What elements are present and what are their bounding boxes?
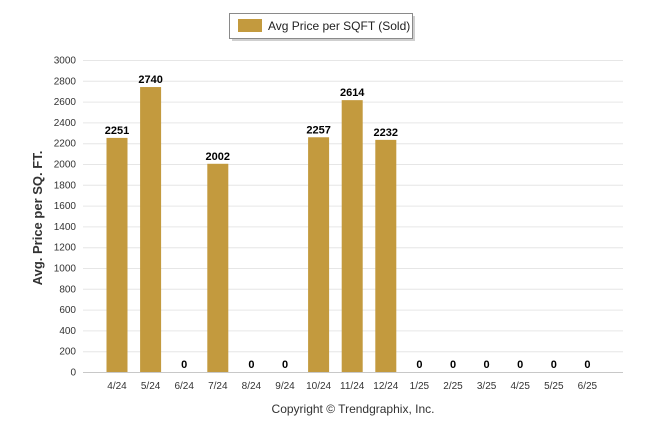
copyright-text: Copyright © Trendgraphix, Inc. (272, 402, 435, 416)
y-tick-label: 600 (59, 305, 76, 316)
x-tick-label: 8/24 (242, 381, 262, 392)
bar (106, 137, 128, 372)
x-tick-label: 1/25 (410, 381, 430, 392)
x-tick-label: 6/24 (174, 381, 194, 392)
y-axis-label: Avg. Price per SQ. FT. (30, 151, 45, 286)
y-tick-label: 3000 (54, 56, 77, 67)
y-tick-label: 0 (70, 368, 76, 379)
y-tick-label: 2400 (54, 118, 77, 129)
data-label: 0 (450, 359, 456, 371)
data-label: 2257 (306, 124, 330, 136)
bar (140, 87, 162, 372)
y-tick-label: 2200 (54, 139, 77, 150)
data-label: 0 (282, 359, 288, 371)
data-label: 0 (551, 359, 557, 371)
y-tick-label: 2000 (54, 160, 77, 171)
bar (375, 139, 397, 372)
x-tick-label: 4/24 (107, 381, 127, 392)
x-tick-label: 5/24 (141, 381, 161, 392)
data-label: 2002 (206, 151, 230, 163)
y-tick-label: 1800 (54, 180, 77, 191)
data-label: 0 (484, 359, 490, 371)
y-tick-label: 800 (59, 284, 76, 295)
y-tick-label: 2600 (54, 97, 77, 108)
data-label: 0 (181, 359, 187, 371)
y-tick-label: 2800 (54, 76, 77, 87)
bar (341, 100, 363, 373)
y-tick-label: 1000 (54, 264, 77, 275)
data-label: 2232 (374, 127, 398, 139)
x-tick-label: 5/25 (544, 381, 564, 392)
x-tick-label: 7/24 (208, 381, 228, 392)
legend-label: Avg Price per SQFT (Sold) (268, 19, 410, 33)
y-axis-ticks: 0 200 400 600 800 1000 1200 1400 1600 1800 2000 220… (54, 56, 77, 379)
x-tick-label: 12/24 (373, 381, 398, 392)
y-tick-label: 1200 (54, 243, 77, 254)
x-tick-label: 6/25 (578, 381, 598, 392)
y-tick-label: 1400 (54, 222, 77, 233)
bar (308, 137, 330, 372)
legend-swatch (238, 19, 262, 32)
data-label: 2251 (105, 125, 129, 137)
x-tick-label: 11/24 (340, 381, 365, 392)
legend: Avg Price per SQFT (Sold) (229, 13, 415, 41)
data-label: 0 (416, 359, 422, 371)
data-label: 2740 (138, 74, 162, 86)
x-tick-label: 2/25 (443, 381, 463, 392)
bar (207, 163, 229, 372)
data-label: 0 (248, 359, 254, 371)
x-tick-label: 3/25 (477, 381, 497, 392)
x-tick-label: 4/25 (510, 381, 530, 392)
bars (106, 87, 397, 373)
x-axis-ticks: 4/24 5/24 6/24 7/24 8/24 9/24 10/24 11/24 12/24 1… (107, 381, 597, 392)
y-tick-label: 400 (59, 326, 76, 337)
x-tick-label: 9/24 (275, 381, 295, 392)
data-label: 0 (517, 359, 523, 371)
y-tick-label: 1600 (54, 201, 77, 212)
data-label: 2614 (340, 87, 365, 99)
y-tick-label: 200 (59, 347, 76, 358)
data-label: 0 (584, 359, 590, 371)
data-labels: 2251 2740 0 2002 0 0 2257 2614 2232 0 0 0 0 0 0 (105, 74, 591, 371)
x-tick-label: 10/24 (306, 381, 331, 392)
